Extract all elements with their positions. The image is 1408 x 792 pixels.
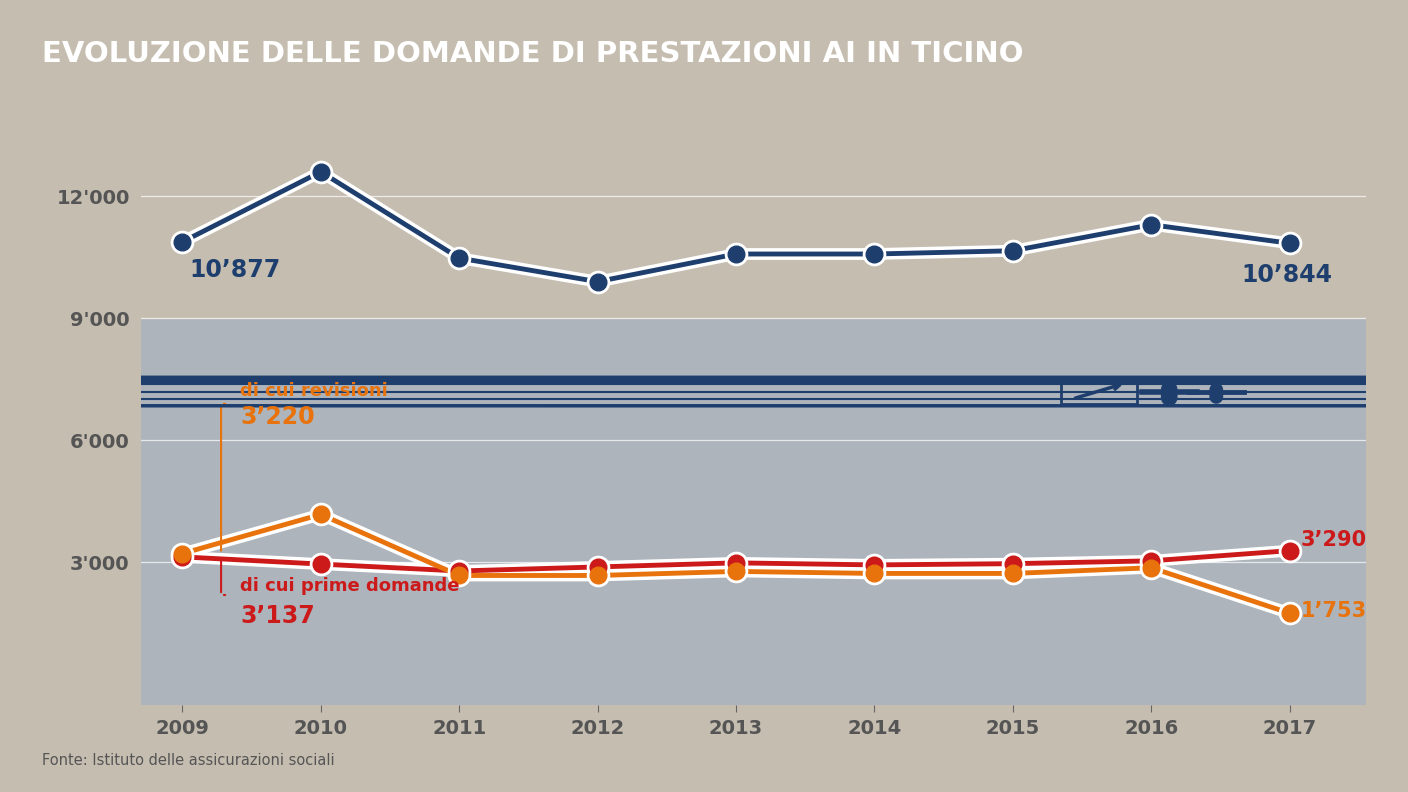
Bar	[141, 115, 1366, 318]
Text: 10’877: 10’877	[189, 257, 280, 281]
Text: 3’220: 3’220	[241, 405, 315, 429]
Text: 3’137: 3’137	[241, 604, 315, 629]
Text: 3’290: 3’290	[1301, 530, 1367, 550]
Text: 10’844: 10’844	[1242, 263, 1332, 287]
Text: di cui prime domande: di cui prime domande	[241, 577, 460, 595]
Circle shape	[0, 378, 1408, 383]
Circle shape	[0, 379, 1408, 383]
Text: Fonte: Istituto delle assicurazioni sociali: Fonte: Istituto delle assicurazioni soci…	[42, 753, 335, 768]
Bar	[1062, 379, 1138, 404]
Text: 1’753: 1’753	[1301, 601, 1367, 621]
Text: EVOLUZIONE DELLE DOMANDE DI PRESTAZIONI AI IN TICINO: EVOLUZIONE DELLE DOMANDE DI PRESTAZIONI …	[42, 40, 1024, 68]
Text: di cui revisioni: di cui revisioni	[241, 382, 389, 400]
